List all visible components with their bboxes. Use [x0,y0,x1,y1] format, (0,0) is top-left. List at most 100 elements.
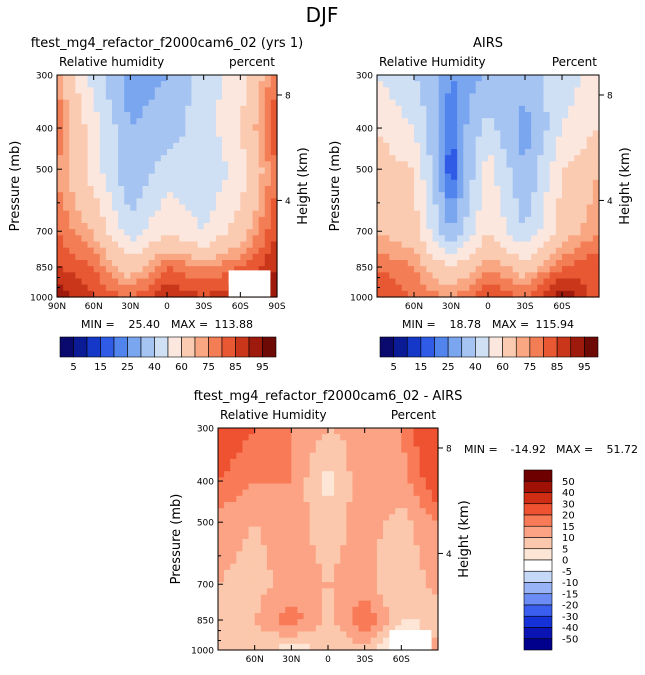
field-cell [124,290,131,298]
field-cell [512,272,520,280]
field-cell [209,223,217,230]
field-cell [118,247,125,255]
field-cell [69,229,76,236]
field-cell [352,563,360,571]
field-cell [148,87,156,95]
field-cell [425,582,433,589]
field-cell [297,594,305,602]
field-cell [407,204,415,212]
field-cell [401,272,409,280]
field-cell [383,130,390,138]
field-cell [230,508,237,515]
field-cell [401,87,409,95]
field-cell [270,87,278,95]
field-cell [270,272,278,280]
field-cell [395,260,403,267]
field-cell [248,631,256,639]
field-cell [463,290,471,298]
field-cell [218,643,225,651]
field-cell [383,198,390,206]
field-cell [130,155,138,162]
field-cell [222,142,229,150]
field-cell [279,569,286,577]
field-cell [81,204,89,212]
field-cell [130,290,138,298]
field-cell [242,508,250,515]
field-cell [420,142,427,150]
field-cell [315,520,323,528]
field-cell [87,210,95,218]
field-cell [432,260,440,267]
field-cell [549,149,557,156]
field-cell [420,260,427,267]
field-cell [303,440,311,448]
field-cell [224,428,231,435]
field-cell [185,272,193,280]
field-cell [389,514,396,522]
field-cell [525,173,532,181]
field-cell [562,266,569,273]
field-cell [297,631,305,639]
field-cell [315,502,323,509]
field-cell [279,495,286,503]
field-cell [179,266,186,273]
field-cell [75,241,83,249]
field-cell [531,87,538,95]
field-cell [297,440,305,448]
field-cell [555,223,563,230]
field-cell [469,241,477,249]
field-cell [395,514,402,522]
field-cell [383,514,390,522]
field-cell [512,167,520,175]
field-cell [252,118,260,125]
field-cell [228,124,235,132]
field-cell [118,118,125,125]
field-cell [321,508,329,515]
field-cell [279,428,286,435]
field-cell [407,489,415,497]
field-cell [407,471,415,478]
field-cell [370,520,378,528]
field-cell [160,155,168,162]
field-cell [75,87,83,95]
field-cell [431,539,439,546]
field-cell [475,223,483,230]
field-cell [179,204,186,212]
field-cell [432,179,440,187]
field-cell [481,93,489,101]
field-cell [209,93,217,101]
field-cell [75,290,83,298]
field-cell [555,253,563,261]
field-cell [469,235,477,243]
field-cell [248,557,256,565]
field-cell [364,434,372,441]
field-cell [426,266,434,273]
colorbar-swatch [406,336,422,358]
field-cell [136,161,144,169]
field-cell [167,87,174,95]
field-cell [562,99,569,107]
field-cell [254,563,262,571]
field-cell [555,216,563,224]
field-cell [457,235,464,243]
field-cell [321,428,329,435]
field-cell [543,241,551,249]
field-cell [426,192,434,199]
field-cell [273,569,280,577]
field-cell [203,142,211,150]
field-cell [574,229,582,236]
field-cell [431,471,439,478]
field-cell [315,563,323,571]
field-cell [425,588,433,596]
field-cell [419,594,427,602]
field-cell [215,192,223,199]
field-cell [431,613,439,620]
field-cell [562,186,569,193]
field-cell [389,210,397,218]
field-cell [230,576,237,583]
field-cell [568,284,575,292]
field-cell [279,545,286,552]
field-cell [236,637,244,645]
field-cell [136,223,144,230]
field-cell [383,216,390,224]
